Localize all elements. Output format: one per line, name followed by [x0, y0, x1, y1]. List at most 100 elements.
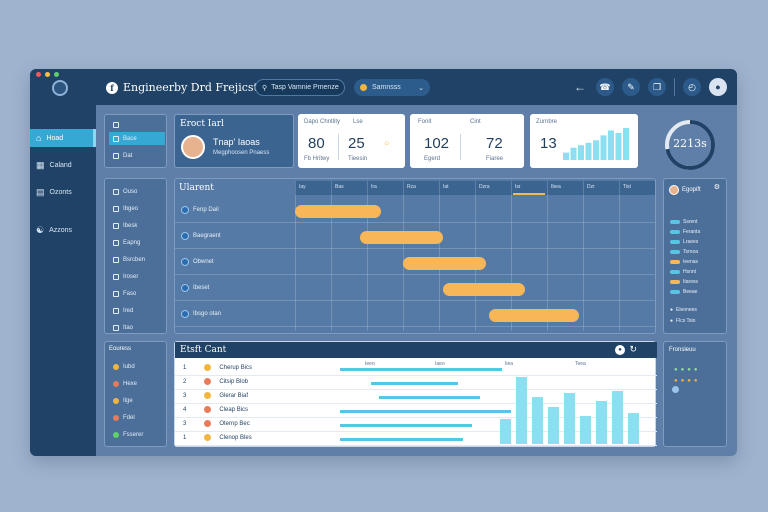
- gantt-task-bar[interactable]: [489, 309, 580, 322]
- status-dropdown[interactable]: Samnsss ⌄: [354, 79, 430, 96]
- gantt-column-label[interactable]: Isr: [515, 184, 521, 190]
- subnav-item[interactable]: Iroser: [109, 270, 165, 283]
- legend-item[interactable]: Hsnnt: [670, 269, 696, 275]
- gantt-row-divider: [175, 222, 655, 223]
- table-row[interactable]: 4 Cleap Bics: [183, 406, 248, 413]
- user-avatar[interactable]: ●: [709, 78, 727, 96]
- square-icon: [113, 324, 119, 331]
- table-row[interactable]: 3 Glerar Biaf: [183, 392, 248, 399]
- gantt-column-label[interactable]: Dzr: [587, 184, 595, 190]
- subnav-item[interactable]: Bsrcben: [109, 253, 165, 266]
- chart-bar: [596, 401, 607, 444]
- copy-icon[interactable]: ❐: [648, 78, 666, 96]
- gantt-column-label[interactable]: Bas: [335, 184, 344, 190]
- subnav-item[interactable]: Ibesk: [109, 219, 165, 232]
- gantt-column-label[interactable]: Rza: [407, 184, 416, 190]
- clock-icon[interactable]: ◴: [683, 78, 701, 96]
- subnav-item[interactable]: Ilge: [109, 394, 165, 407]
- gantt-row-label[interactable]: Obwnet: [181, 258, 214, 266]
- sidebar-item-calendar[interactable]: ▦ Caland: [30, 156, 96, 174]
- app-logo-icon[interactable]: [52, 80, 68, 96]
- subnav-item[interactable]: Ired: [109, 304, 165, 317]
- attachment-icon[interactable]: ✎: [622, 78, 640, 96]
- task-name: Ibeset: [193, 285, 210, 291]
- avatar[interactable]: [669, 185, 679, 195]
- refresh-icon[interactable]: ↻: [629, 344, 637, 354]
- chevron-down-icon: ⌄: [418, 84, 424, 92]
- table-row[interactable]: 3 Oternp Bec: [183, 420, 250, 427]
- gantt-column-label[interactable]: Iat: [443, 184, 449, 190]
- table-row[interactable]: 1 Clenop Bles: [183, 434, 252, 441]
- gantt-row-label[interactable]: Baegraent: [181, 232, 221, 240]
- square-icon: [113, 273, 119, 280]
- search-input[interactable]: ⚲ Tasp Vamnie Pmenze: [255, 79, 345, 96]
- minimize-window-button[interactable]: [45, 72, 50, 77]
- subnav-item[interactable]: Fsserer: [109, 428, 165, 441]
- gantt-row-label[interactable]: Fenp Dail: [181, 206, 219, 214]
- table-row[interactable]: 1 Cherup Bics: [183, 364, 252, 371]
- subnav-item[interactable]: Ouso: [109, 185, 165, 198]
- activity-footer-item[interactable]: ● Flcs Tsio: [670, 318, 695, 324]
- legend-item[interactable]: Ssrent: [670, 219, 697, 225]
- legend-item[interactable]: Ieenas: [670, 259, 698, 265]
- legend-item[interactable]: Lraees: [670, 239, 698, 245]
- avatar[interactable]: [181, 135, 205, 159]
- sidebar-item-team[interactable]: ☯ Azzons: [30, 221, 96, 239]
- subnav-item[interactable]: Ibgeo: [109, 202, 165, 215]
- gantt-row-divider: [175, 300, 655, 301]
- gantt-column-label[interactable]: Iay: [299, 184, 306, 190]
- subnav-item[interactable]: Fdel: [109, 411, 165, 424]
- gantt-column-label[interactable]: Tist: [623, 184, 631, 190]
- sidebar: ⌂ Hoad ▦ Caland ▤ Ozonts ☯ Azzons: [30, 105, 96, 456]
- back-arrow-icon[interactable]: ←: [574, 80, 586, 94]
- gantt-grid-line: [295, 181, 296, 331]
- app-window: f Engineerby Drd Frejicst ⚲ Tasp Vamnie …: [30, 69, 737, 456]
- legend-item[interactable]: Feranta: [670, 229, 700, 235]
- table-row[interactable]: 2 Citsip Blob: [183, 378, 248, 385]
- sidebar-item-reports[interactable]: ▤ Ozonts: [30, 183, 96, 201]
- subnav-item[interactable]: [109, 118, 165, 131]
- maximize-window-button[interactable]: [54, 72, 59, 77]
- square-icon: [113, 205, 119, 212]
- square-icon: [113, 307, 119, 314]
- gantt-column-label[interactable]: Ira: [371, 184, 377, 190]
- phone-icon[interactable]: ☎: [596, 78, 614, 96]
- legend-item[interactable]: Beeae: [670, 289, 697, 295]
- subnav-item[interactable]: Iubd: [109, 360, 165, 373]
- legend-swatch: [670, 270, 680, 274]
- subnav-item[interactable]: Dat: [109, 149, 165, 162]
- subnav-label: Fdel: [123, 414, 135, 421]
- gantt-column-label[interactable]: Ibea: [551, 184, 561, 190]
- close-window-button[interactable]: [36, 72, 41, 77]
- legend-item[interactable]: Tsrnoa: [670, 249, 698, 255]
- gantt-task-bar[interactable]: [403, 257, 486, 270]
- subnav-item[interactable]: Bace: [109, 132, 165, 145]
- activity-footer-item[interactable]: ● Eleonees: [670, 307, 697, 313]
- gantt-row-label[interactable]: Ibsgo otan: [181, 310, 221, 318]
- gantt-row-label[interactable]: Ibeset: [181, 284, 209, 292]
- sidebar-item-label: Azzons: [49, 226, 73, 234]
- gear-icon[interactable]: ⚙: [713, 184, 720, 191]
- square-icon: [113, 256, 119, 263]
- subnav-item[interactable]: Faso: [109, 287, 165, 300]
- subnav-label: Ilge: [123, 397, 133, 404]
- square-icon: [113, 121, 119, 128]
- gantt-task-bar[interactable]: [442, 283, 526, 296]
- legend-item[interactable]: Itaress: [670, 279, 698, 285]
- gantt-task-bar[interactable]: [359, 231, 443, 244]
- task-name: Fenp Dail: [193, 207, 219, 213]
- legend-swatch: [670, 230, 680, 234]
- subnav-item[interactable]: Hexe: [109, 377, 165, 390]
- stat-value: 25: [348, 135, 365, 152]
- project-icon: f: [106, 81, 118, 94]
- info-icon[interactable]: ●: [615, 345, 625, 355]
- gantt-row-divider: [175, 274, 655, 275]
- summary-title: Fronsleuu: [669, 347, 696, 353]
- sidebar-item-home[interactable]: ⌂ Hoad: [30, 129, 96, 147]
- gantt-grid-line: [511, 181, 512, 331]
- stat-card-1: Dapo Chntlity Lse 80 25 ☼ Fb Hritwy Tiee…: [298, 114, 405, 168]
- gantt-task-bar[interactable]: [295, 205, 382, 218]
- subnav-item[interactable]: Eapng: [109, 236, 165, 249]
- gantt-column-label[interactable]: Dzra: [479, 184, 490, 190]
- subnav-item[interactable]: Itao: [109, 321, 165, 334]
